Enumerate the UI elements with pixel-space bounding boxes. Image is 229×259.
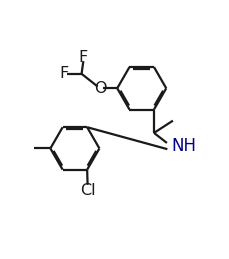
Text: NH: NH <box>171 137 196 155</box>
Text: F: F <box>59 66 68 81</box>
Text: Cl: Cl <box>79 183 95 198</box>
Text: F: F <box>78 50 88 65</box>
Text: O: O <box>94 81 106 96</box>
